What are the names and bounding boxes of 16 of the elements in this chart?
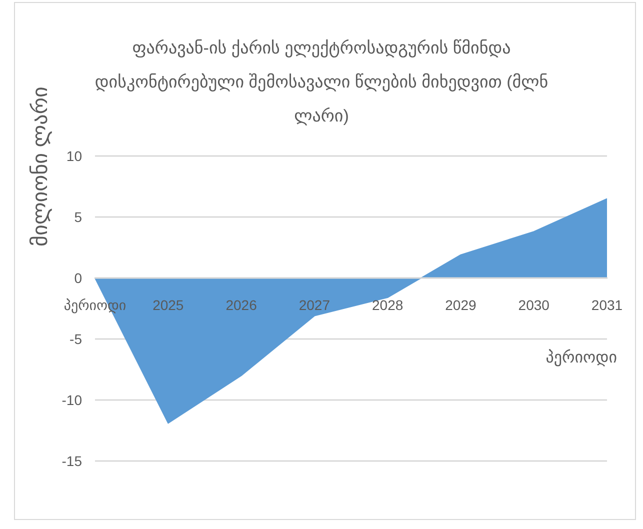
y-tick-label: -15	[62, 453, 82, 469]
y-tick-label: -5	[70, 331, 82, 347]
x-tick-label: 2025	[152, 297, 184, 313]
x-tick-label: 2027	[298, 297, 330, 313]
x-tick-label: 2029	[445, 297, 476, 313]
x-tick-label: 2031	[591, 297, 623, 313]
chart-title: ფარავან-ის ქარის ელექტროსადგურის წმინდა დისკონტირებული შემოსავალი წლების მიხედვით (მლნ ლარი)	[94, 38, 548, 126]
x-tick-label: 2028	[372, 297, 404, 313]
y-tick-label: 0	[74, 270, 82, 286]
x-tick-label: 2030	[518, 297, 550, 313]
y-tick-label: 5	[74, 209, 82, 225]
x-axis-title: პერიოდი	[546, 348, 617, 366]
y-tick-label: 10	[66, 148, 82, 164]
y-tick-label: -10	[62, 392, 82, 408]
y-axis-title: მილიონი ლარი	[28, 86, 52, 246]
x-tick-label: 2026	[226, 297, 258, 313]
